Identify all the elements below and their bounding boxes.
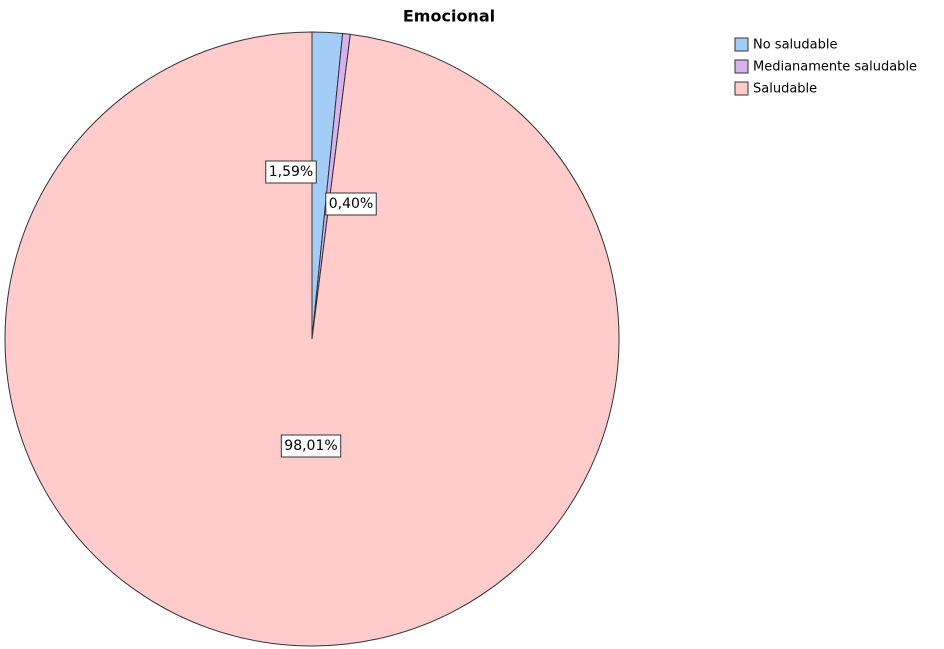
- pie-slice: [4, 31, 620, 647]
- data-label-box: [280, 434, 342, 458]
- data-label-text: 0,40%: [329, 196, 373, 212]
- legend-text: Saludable: [753, 82, 817, 97]
- chart-title: Emocional: [403, 7, 495, 26]
- data-label-box: [265, 160, 317, 184]
- data-label: 1,59%: [265, 160, 317, 184]
- legend-swatch: [734, 81, 749, 96]
- legend-swatch: [734, 59, 749, 74]
- data-label-text: 1,59%: [269, 164, 313, 180]
- data-label: 98,01%: [280, 434, 342, 458]
- data-label-box: [325, 192, 377, 216]
- data-label: 0,40%: [325, 192, 377, 216]
- legend-text: Medianamente saludable: [753, 60, 917, 75]
- legend-swatch: [734, 37, 749, 52]
- legend-text: No saludable: [753, 38, 837, 53]
- data-label-text: 98,01%: [284, 438, 337, 454]
